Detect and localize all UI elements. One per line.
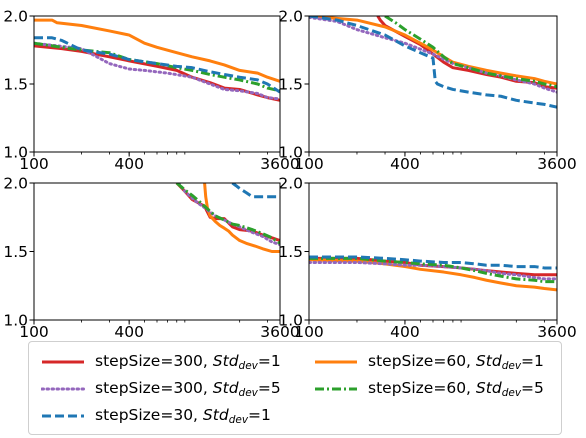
- x-tick-label: 3600: [537, 155, 576, 173]
- y-tick-label: 2.0: [3, 175, 28, 193]
- series-line: [34, 41, 280, 101]
- legend-swatch: [315, 387, 357, 391]
- series-line: [175, 183, 280, 245]
- x-tick-label: 100: [19, 323, 49, 338]
- legend-label: stepSize=60, Stddev=5: [368, 379, 544, 399]
- y-tick-label: 1.5: [278, 76, 303, 94]
- series-line: [34, 36, 280, 94]
- legend-label: stepSize=300, Stddev=1: [95, 352, 281, 372]
- x-tick-label: 3600: [260, 155, 299, 173]
- axes-frame: [33, 15, 281, 153]
- y-tick-label: 1.5: [278, 243, 303, 261]
- legend-label: stepSize=30, Stddev=1: [95, 406, 271, 426]
- series-line: [309, 16, 557, 86]
- axes-frame: [33, 182, 281, 321]
- series-group: [175, 183, 280, 253]
- x-tick-label: 3600: [537, 323, 576, 338]
- series-group: [309, 255, 557, 292]
- x-tick-label: 400: [390, 155, 420, 173]
- axes-frame: [308, 182, 558, 321]
- legend-entry: stepSize=60, Stddev=5: [314, 376, 544, 402]
- y-tick-label: 2.0: [278, 175, 303, 193]
- legend-swatch: [42, 414, 84, 418]
- legend-label: stepSize=60, Stddev=1: [368, 352, 544, 372]
- y-tick-label: 1.0: [3, 312, 28, 330]
- series-line: [309, 16, 557, 94]
- x-tick-label: 400: [390, 323, 420, 338]
- subplot-panel: 100 400 3600 1.0 1.5 2.0: [3, 8, 299, 174]
- series-line: [309, 256, 557, 284]
- legend: stepSize=300, Stddev=1 stepSize=60, Stdd…: [28, 341, 562, 435]
- legend-swatch: [41, 387, 85, 391]
- axes-frame: [308, 15, 558, 153]
- y-tick-label: 1.5: [3, 76, 28, 94]
- series-group: [34, 18, 280, 102]
- series-group: [309, 16, 557, 109]
- legend-entry: stepSize=300, Stddev=1: [41, 349, 281, 375]
- subplot-panel: 100 400 3600 1.0 1.5 2.0: [278, 8, 576, 174]
- subplot-panel: 100 400 3600 1.0 1.5 2.0: [3, 175, 299, 339]
- subplot-panel: 100 400 3600 1.0 1.5 2.0: [278, 175, 576, 339]
- series-line: [309, 255, 557, 270]
- series-line: [34, 18, 280, 83]
- x-tick-label: 400: [114, 155, 144, 173]
- y-tick-label: 1.5: [3, 243, 28, 261]
- y-tick-label: 1.0: [278, 144, 303, 162]
- legend-swatch: [315, 360, 357, 364]
- legend-entry: stepSize=30, Stddev=1: [41, 403, 271, 429]
- series-line: [34, 44, 280, 102]
- x-tick-label: 400: [114, 323, 144, 338]
- legend-entry: stepSize=300, Stddev=5: [41, 376, 281, 402]
- legend-label: stepSize=300, Stddev=5: [95, 379, 281, 399]
- legend-entry: stepSize=60, Stddev=1: [314, 349, 544, 375]
- series-line: [176, 183, 280, 247]
- series-line: [231, 183, 280, 199]
- legend-swatch: [42, 360, 84, 364]
- y-tick-label: 2.0: [3, 8, 28, 26]
- x-tick-label: 3600: [260, 323, 299, 338]
- y-tick-label: 1.0: [278, 312, 303, 330]
- x-tick-label: 100: [294, 155, 324, 173]
- x-tick-label: 100: [294, 323, 324, 338]
- y-tick-label: 1.0: [3, 144, 28, 162]
- series-line: [384, 16, 557, 89]
- x-tick-label: 100: [19, 155, 49, 173]
- series-line: [309, 16, 557, 109]
- y-tick-label: 2.0: [278, 8, 303, 26]
